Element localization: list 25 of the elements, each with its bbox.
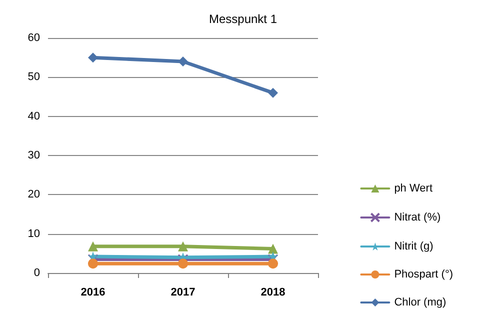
point (268, 244, 278, 254)
point (88, 241, 98, 252)
y-tick-label: 60 (28, 32, 40, 44)
point (178, 258, 188, 269)
chart-title: Messpunkt 1 (208, 12, 278, 26)
legend-label: ph Wert (394, 182, 433, 194)
legend-label: Chlor (mg) (394, 296, 446, 308)
point (88, 258, 98, 269)
y-tick-label: 30 (28, 150, 40, 162)
x-tick-label: 2018 (260, 286, 286, 298)
point (268, 88, 278, 98)
point (268, 258, 278, 269)
legend-label: Nitrat (%) (394, 212, 441, 224)
y-tick-label: 50 (28, 71, 40, 84)
y-tick-label: 10 (28, 228, 40, 240)
legend-label: Phospart (°) (394, 268, 454, 280)
point (178, 56, 188, 66)
y-tick-label: 20 (28, 188, 40, 201)
point (178, 241, 188, 252)
legend-label: Nitrit (g) (394, 240, 434, 252)
point (88, 52, 98, 63)
y-tick-label: 40 (28, 110, 40, 122)
x-tick-label: 2016 (80, 286, 106, 298)
y-tick-label: 0 (34, 267, 40, 279)
x-tick-label: 2017 (170, 286, 196, 298)
